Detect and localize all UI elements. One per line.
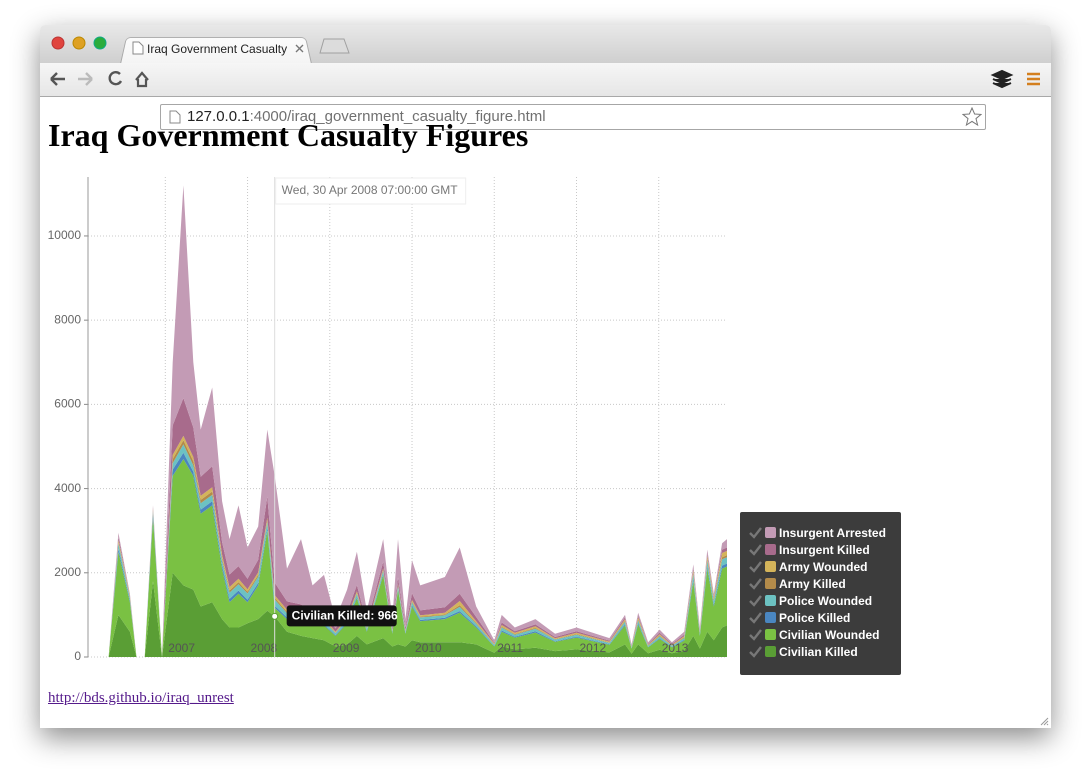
menu-button[interactable] (1027, 72, 1040, 86)
page-heading: Iraq Government Casualty Figures (48, 117, 529, 153)
legend-box (740, 512, 901, 675)
x-tick-label: 2012 (580, 641, 607, 655)
extension-icon[interactable] (990, 69, 1014, 89)
bookmark-star[interactable] (962, 107, 982, 127)
legend-label: Civilian Killed (779, 645, 858, 659)
url: 127.0.0.1:4000/iraq_government_casualty_… (187, 108, 546, 125)
legend-check (749, 578, 762, 590)
x-tick-label: 2009 (333, 641, 360, 655)
legend-check (749, 629, 762, 641)
url-host: 127.0.0.1 (187, 108, 250, 125)
legend-swatch (765, 561, 776, 572)
new-tab-button[interactable] (319, 38, 350, 54)
legend-swatch (765, 578, 776, 589)
y-tick-label: 0 (74, 649, 81, 663)
title-bar: Iraq Government Casualty (40, 25, 1051, 64)
address-bar[interactable]: 127.0.0.1:4000/iraq_government_casualty_… (160, 104, 986, 130)
legend-check (749, 527, 762, 539)
area (108, 572, 728, 657)
tab-title: Iraq Government Casualty (147, 42, 287, 56)
minimize-button[interactable] (72, 36, 86, 50)
tab-icon (132, 41, 144, 55)
extensions (990, 69, 1040, 89)
page-icon (169, 110, 181, 124)
legend-label: Army Killed (779, 577, 846, 591)
legend-label: Civilian Wounded (779, 628, 879, 642)
legend-swatch (765, 629, 776, 640)
date-tooltip-box (275, 177, 467, 205)
legend-swatch (765, 612, 776, 623)
toolbar: 127.0.0.1:4000/iraq_government_casualty_… (40, 63, 1051, 130)
nav-buttons (50, 71, 149, 88)
legend-check (749, 544, 762, 556)
legend-check (749, 561, 762, 573)
legend-swatch (765, 544, 776, 555)
y-tick-label: 4000 (54, 481, 81, 495)
legend-swatch (765, 646, 776, 657)
close-button[interactable] (51, 36, 65, 50)
legend-check (749, 646, 762, 658)
date-tooltip: Wed, 30 Apr 2008 07:00:00 GMT (282, 183, 459, 197)
window-controls (51, 36, 350, 54)
legend-label: Insurgent Killed (779, 543, 870, 557)
zoom-button[interactable] (93, 36, 107, 50)
y-tick-label: 10000 (48, 228, 82, 242)
tab-close[interactable] (295, 44, 305, 54)
reload-button[interactable] (108, 71, 123, 86)
chart: 0 2000 4000 6000 8000 10000 2007 2008 2009 2010 20… (48, 177, 901, 675)
home-button[interactable] (135, 71, 149, 88)
url-path: :4000/iraq_government_casualty_figure.ht… (249, 108, 546, 125)
value-tooltip: Civilian Killed: 966 (292, 608, 398, 622)
area (108, 444, 728, 657)
y-tick-label: 6000 (54, 397, 81, 411)
resize-grip (1040, 717, 1049, 726)
area (108, 459, 728, 657)
y-tick-label: 8000 (54, 312, 81, 326)
tooltip-point (271, 612, 279, 620)
legend-label: Army Wounded (779, 560, 867, 574)
x-tick-label: 2011 (497, 641, 523, 655)
page-link[interactable]: http://bds.github.io/iraq_unrest (48, 690, 234, 706)
legend: Insurgent Arrested Insurgent Killed Army W… (740, 512, 901, 675)
x-tick-label: 2010 (415, 641, 442, 655)
legend-label: Insurgent Arrested (779, 526, 886, 540)
legend-swatch (765, 527, 776, 538)
legend-label: Police Wounded (779, 594, 872, 608)
value-tooltip-box (286, 605, 397, 627)
x-tick-label: 2007 (168, 641, 195, 655)
legend-check (749, 595, 762, 607)
back-button[interactable] (50, 72, 65, 86)
area (108, 452, 728, 657)
forward-button[interactable] (78, 72, 93, 86)
legend-label: Police Killed (779, 611, 850, 625)
y-tick-label: 2000 (54, 565, 81, 579)
legend-swatch (765, 595, 776, 606)
x-tick-label: 2008 (251, 641, 278, 655)
x-tick-label: 2013 (662, 641, 689, 655)
browser-window: Iraq Government Casualty 127.0.0.1:4000/… (40, 25, 1051, 728)
legend-check (749, 612, 762, 624)
